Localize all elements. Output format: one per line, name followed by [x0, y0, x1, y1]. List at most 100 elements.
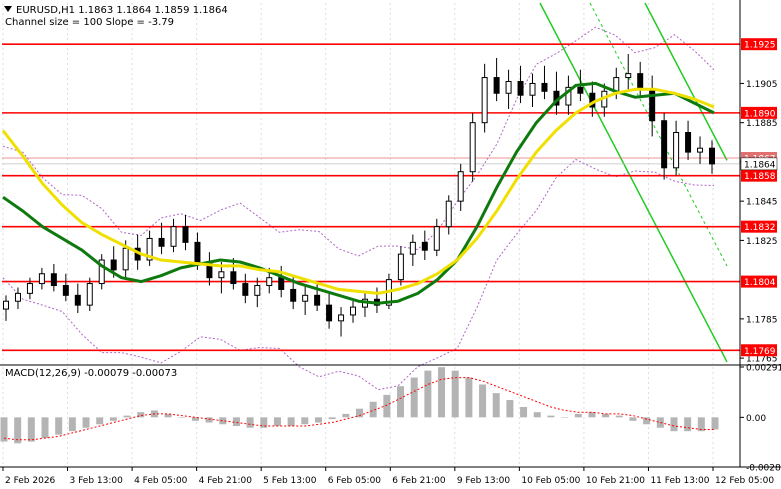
candle-bullish [122, 247, 129, 271]
macd-histogram-bar [287, 417, 295, 426]
macd-histogram-bar [164, 413, 172, 418]
moving-average-yellow [1, 87, 715, 295]
macd-histogram-bar [178, 417, 186, 418]
candle-bullish [457, 171, 464, 202]
macd-histogram-bar [109, 417, 117, 421]
macd-histogram-bar [602, 413, 610, 418]
symbol-dropdown-icon[interactable] [4, 6, 12, 12]
time-label: 10 Feb 05:00 [521, 476, 580, 486]
channel-lower-line [644, 2, 728, 161]
macd-histogram-bar [588, 412, 596, 418]
macd-histogram-bar [260, 417, 268, 428]
macd-histogram-bar [55, 417, 63, 435]
macd-axis-label: -0.00287 [746, 464, 781, 474]
price-level-badge [741, 38, 777, 51]
candle-bullish [98, 259, 105, 285]
candle-bullish [529, 82, 536, 96]
channel-info: Channel size = 100 Slope = -3.79 [5, 17, 174, 28]
macd-histogram-bar [314, 417, 322, 423]
price-tick-label: 1.1885 [746, 119, 778, 129]
macd-histogram-bar [547, 415, 555, 418]
candle-bearish [278, 277, 285, 290]
price-level-label: 1.1890 [744, 109, 776, 119]
candle-bullish [397, 253, 404, 281]
channel-middle-line [589, 2, 728, 267]
macd-axis-label: 0.00291 [746, 364, 781, 374]
candle-bullish [445, 200, 452, 228]
macd-histogram-bar [342, 413, 350, 418]
current-price-badge [740, 157, 778, 171]
moving-average-green [2, 81, 715, 305]
candle-bearish [314, 294, 321, 306]
candle-bearish [74, 294, 81, 306]
macd-histogram-bar [41, 417, 49, 439]
candle-bearish [230, 271, 237, 285]
regression-channel [539, 2, 728, 363]
candle-bullish [350, 306, 357, 316]
macd-histogram-bar [219, 417, 227, 425]
candle-bullish [86, 283, 93, 306]
candle-bullish [625, 73, 632, 79]
price-tick-label: 1.1785 [746, 315, 778, 325]
time-label: 4 Feb 21:00 [199, 476, 253, 486]
macd-axis-label: 0.00 [746, 414, 766, 424]
candle-bearish [326, 304, 333, 322]
price-level-label: 1.1769 [744, 347, 776, 357]
envelope-upper [2, 26, 715, 257]
price-level-badge [741, 344, 777, 357]
price-tick-label: 1.1765 [746, 355, 778, 365]
macd-histogram-bar [479, 384, 487, 418]
macd-histogram-bar [246, 417, 254, 428]
macd-histogram-bar [82, 417, 90, 428]
candle-bullish [302, 294, 309, 302]
candle-bullish [409, 241, 416, 255]
candle-bearish [290, 288, 297, 302]
price-level-badge [741, 275, 777, 288]
candle-bullish [697, 147, 704, 153]
macd-histogram-bar [574, 413, 582, 418]
macd-histogram-bar [191, 417, 199, 421]
candle-bullish [3, 300, 9, 310]
macd-histogram-bar [383, 394, 391, 418]
candle-bearish [50, 273, 57, 287]
macd-histogram-bar [397, 386, 405, 418]
macd-histogram-bar [0, 417, 8, 442]
candle-bullish [481, 77, 488, 124]
time-label: 6 Feb 05:00 [328, 476, 382, 486]
candle-bearish [685, 131, 692, 153]
candle-bearish [577, 86, 584, 94]
macd-histogram-bar [670, 417, 678, 432]
price-tick-label: 1.1905 [746, 80, 778, 90]
macd-histogram-bar [424, 370, 432, 418]
candle-bullish [26, 283, 33, 294]
candlestick-series [3, 54, 715, 337]
macd-histogram-bar [410, 377, 418, 418]
price-level-label: 1.1925 [744, 41, 776, 51]
candle-bearish [182, 226, 189, 243]
price-tick-label: 1.1825 [746, 237, 778, 247]
time-label: 3 Feb 13:00 [70, 476, 124, 486]
macd-histogram-bar [656, 417, 664, 428]
candle-bearish [637, 73, 644, 90]
price-level-labels: 1.1925 1.1890 1.1858 1.1832 1.1804 1.1769 1.18… [740, 38, 778, 357]
macd-histogram-bar [520, 406, 528, 418]
macd-histogram-bar [465, 377, 473, 418]
macd-histogram-bar [451, 370, 459, 418]
candle-bullish [613, 77, 620, 92]
macd-histogram-bar [273, 417, 281, 426]
candle-bearish [421, 241, 428, 251]
candle-bearish [62, 285, 69, 296]
macd-histogram-bar [205, 417, 213, 423]
macd-histogram-bar [328, 417, 336, 420]
time-label: 4 Feb 05:00 [134, 476, 188, 486]
axes [0, 0, 781, 468]
macd-histogram-bar [533, 412, 541, 418]
price-level-badge [741, 220, 777, 233]
candle-bullish [38, 273, 45, 285]
candle-bearish [517, 80, 524, 96]
price-level-label: 1.1858 [744, 172, 776, 182]
candle-bearish [110, 259, 117, 271]
time-label: 9 Feb 13:00 [457, 476, 511, 486]
macd-histogram-bar [438, 367, 446, 418]
